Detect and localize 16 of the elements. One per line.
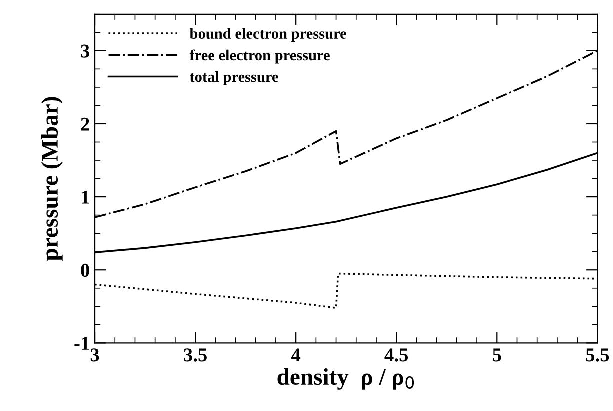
y-tick-label: 1 (82, 190, 90, 204)
x-tick-label: 4 (291, 348, 301, 362)
legend-label: free electron pressure (190, 50, 330, 64)
x-tick-label: 3.5 (184, 348, 207, 362)
x-tick-label: 5 (493, 348, 502, 362)
y-tick-label: 0 (81, 264, 90, 278)
x-tick-label: 5.5 (586, 348, 610, 362)
y-tick-label: 2 (81, 118, 90, 131)
y-axis-title: pressure (Mbar) (41, 97, 63, 262)
x-tick-label: 3 (90, 348, 100, 362)
x-axis-title: density ρ / ρ$_{0}$ (278, 368, 414, 390)
y-tick-label: -1 (74, 337, 90, 350)
legend-label: bound electron pressure (190, 28, 346, 42)
y-tick-label: 3 (81, 44, 90, 58)
legend-label: total pressure (190, 71, 278, 86)
x-tick-label: 4.5 (384, 348, 408, 362)
